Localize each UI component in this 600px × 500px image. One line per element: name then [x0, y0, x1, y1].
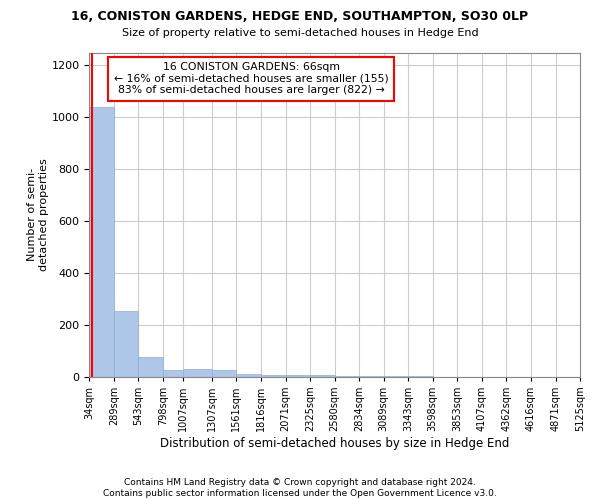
Bar	[89, 107, 114, 377]
Bar	[261, 374, 286, 377]
Bar	[359, 376, 384, 377]
Bar	[335, 376, 359, 377]
Bar	[212, 370, 236, 377]
Bar	[163, 370, 183, 377]
Bar	[384, 376, 408, 377]
Text: 16 CONISTON GARDENS: 66sqm
← 16% of semi-detached houses are smaller (155)
83% o: 16 CONISTON GARDENS: 66sqm ← 16% of semi…	[114, 62, 389, 96]
Bar	[138, 358, 163, 377]
Text: Contains HM Land Registry data © Crown copyright and database right 2024.
Contai: Contains HM Land Registry data © Crown c…	[103, 478, 497, 498]
Bar	[236, 374, 261, 377]
Y-axis label: Number of semi-
detached properties: Number of semi- detached properties	[27, 158, 49, 271]
Bar	[408, 376, 433, 377]
X-axis label: Distribution of semi-detached houses by size in Hedge End: Distribution of semi-detached houses by …	[160, 437, 509, 450]
Text: 16, CONISTON GARDENS, HEDGE END, SOUTHAMPTON, SO30 0LP: 16, CONISTON GARDENS, HEDGE END, SOUTHAM…	[71, 10, 529, 23]
Text: Size of property relative to semi-detached houses in Hedge End: Size of property relative to semi-detach…	[122, 28, 478, 38]
Bar	[183, 369, 212, 377]
Bar	[286, 375, 310, 377]
Bar	[310, 376, 335, 377]
Bar	[114, 310, 138, 377]
